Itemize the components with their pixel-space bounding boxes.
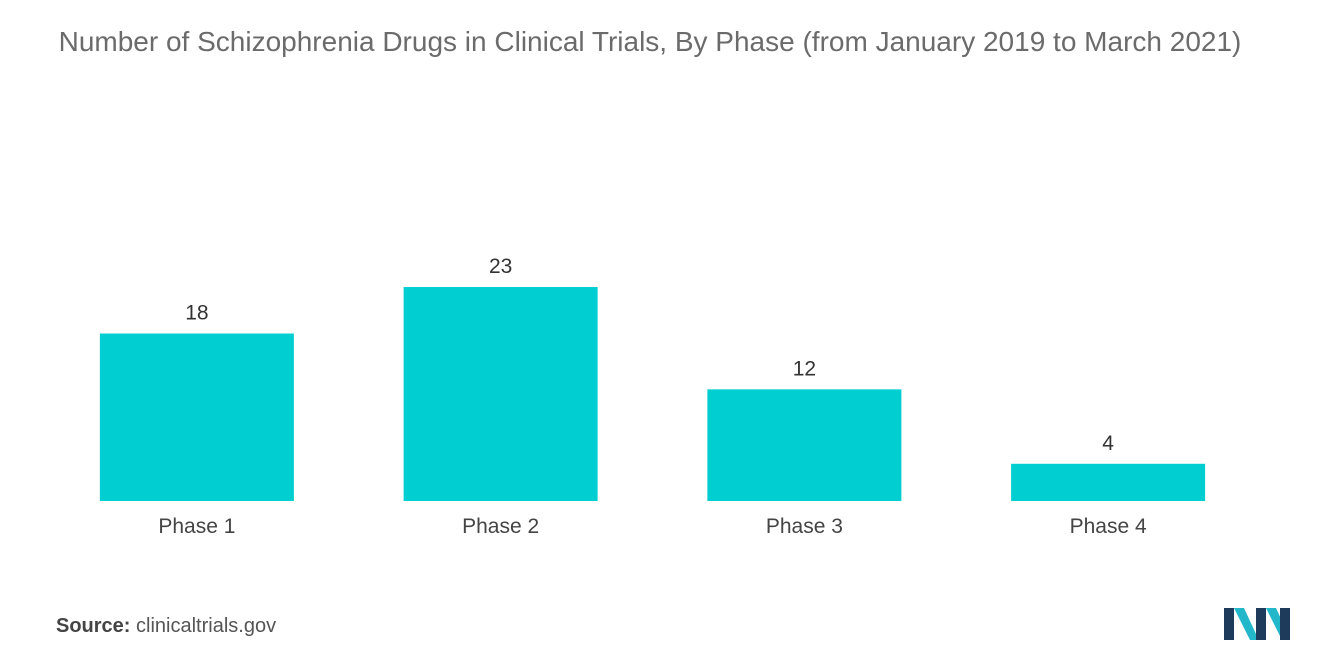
- category-label-phase-1: Phase 1: [158, 515, 235, 538]
- category-label-phase-3: Phase 3: [766, 515, 843, 538]
- category-label-phase-2: Phase 2: [462, 515, 539, 538]
- source-note: Source: clinicaltrials.gov: [56, 615, 276, 638]
- value-labels-group: 18 23 12 4: [185, 255, 1114, 455]
- value-label-phase-4: 4: [1102, 432, 1114, 455]
- category-label-phase-4: Phase 4: [1070, 515, 1147, 538]
- bar-phase-2: [403, 287, 598, 501]
- bars-group: [99, 287, 1206, 501]
- category-labels-group: Phase 1 Phase 2 Phase 3 Phase 4: [158, 515, 1147, 538]
- bar-phase-3: [707, 389, 902, 501]
- source-label: Source:: [56, 615, 131, 637]
- source-text: clinicaltrials.gov: [136, 615, 277, 637]
- value-label-phase-1: 18: [185, 302, 208, 325]
- bar-phase-4: [1011, 463, 1206, 501]
- value-label-phase-2: 23: [489, 255, 512, 278]
- bar-phase-1: [99, 333, 294, 501]
- chart-title: Number of Schizophrenia Drugs in Clinica…: [58, 26, 1242, 57]
- mordor-intelligence-logo-icon: [1224, 608, 1290, 640]
- value-label-phase-3: 12: [793, 357, 816, 380]
